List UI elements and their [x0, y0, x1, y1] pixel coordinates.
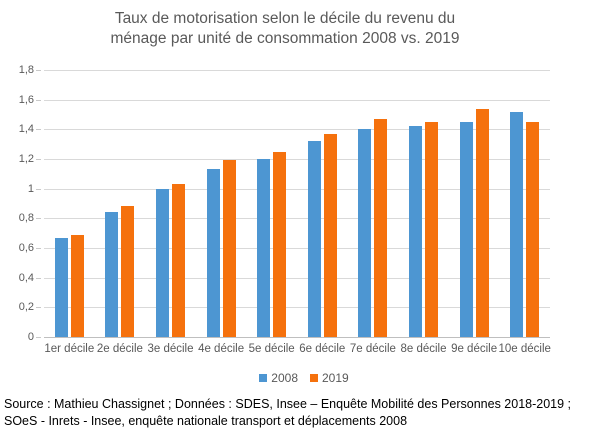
y-axis-tick — [36, 70, 41, 71]
y-axis-label: 0 — [27, 330, 34, 343]
bar-2008 — [409, 126, 422, 337]
bar-2008 — [54, 237, 68, 337]
y-axis-tick — [36, 248, 41, 249]
x-axis-label: 10e décile — [498, 343, 551, 355]
bar-2008 — [206, 169, 220, 337]
bar-2008 — [358, 129, 372, 337]
bar-2008 — [257, 159, 271, 337]
gridline — [44, 159, 550, 160]
gridline — [44, 189, 550, 190]
y-axis-label: 0,2 — [18, 300, 34, 313]
bar-2019 — [222, 160, 236, 337]
bar-2008 — [307, 141, 321, 337]
y-axis-tick — [36, 218, 41, 219]
chart-title: Taux de motorisation selon le décile du … — [0, 9, 570, 48]
bar-2008 — [156, 188, 169, 337]
y-axis-tick — [36, 189, 41, 190]
bar-2019 — [374, 118, 388, 337]
y-axis-label: 1,4 — [18, 122, 34, 135]
y-axis-label: 1,2 — [18, 152, 34, 165]
x-axis-label: 3e décile — [147, 343, 194, 355]
bar-2019 — [526, 121, 540, 337]
y-axis-label: 0,6 — [18, 241, 34, 254]
bar-2019 — [323, 133, 337, 337]
bar-2019 — [70, 234, 84, 337]
gridline — [44, 218, 550, 219]
y-axis-tick — [36, 129, 41, 130]
bar-2019 — [121, 206, 135, 337]
bar-2019 — [425, 121, 438, 337]
gridline — [44, 278, 550, 279]
y-axis-label: 0,4 — [18, 271, 34, 284]
legend-label-2008: 2008 — [271, 371, 298, 385]
gridline — [44, 70, 550, 71]
source-line-2: SOeS - Inrets - Insee, enquête nationale… — [4, 414, 408, 428]
y-axis-tick — [36, 159, 41, 160]
bar-2008 — [459, 121, 473, 337]
plot-area: 1er décile 2e décile 3e décile 4e décile 5e … — [36, 70, 551, 355]
y-axis-tick — [36, 337, 41, 338]
bar-2008 — [510, 111, 524, 337]
y-axis-label: 1,6 — [18, 93, 34, 106]
y-axis-tick — [36, 307, 41, 308]
y-axis-tick — [36, 100, 41, 101]
legend-swatch-2008 — [259, 374, 268, 382]
x-axis-label: 7e décile — [349, 343, 396, 355]
bar-2019 — [172, 184, 185, 337]
chart-legend: 2008 2019 — [0, 371, 608, 385]
y-axis-label: 1,8 — [18, 63, 34, 76]
legend-label-2019: 2019 — [322, 371, 349, 385]
chart-title-line-2: ménage par unité de consommation 2008 vs… — [110, 29, 460, 47]
gridline — [44, 248, 550, 249]
gridline — [44, 100, 550, 101]
bar-2019 — [273, 151, 287, 337]
y-axis: 0 0,2 0,4 0,6 0,8 1 1,2 1,4 1,6 1,8 — [0, 64, 34, 343]
y-axis-tick — [36, 278, 41, 279]
source-line-1: Source : Mathieu Chassignet ; Données : … — [4, 397, 572, 411]
x-axis-label: 1er décile — [44, 343, 95, 355]
x-axis-line — [44, 337, 550, 338]
gridline — [44, 129, 550, 130]
x-axis-label: 6e décile — [299, 343, 346, 355]
bar-2008 — [105, 212, 119, 337]
x-axis-label: 2e décile — [96, 343, 143, 355]
x-axis-label: 9e décile — [451, 343, 498, 355]
y-axis-label: 1 — [27, 182, 34, 195]
x-axis-label: 4e décile — [198, 343, 245, 355]
legend-item-2008: 2008 — [259, 371, 298, 385]
chart-title-line-1: Taux de motorisation selon le décile du … — [114, 10, 456, 27]
x-axis-label: 8e décile — [400, 343, 447, 355]
legend-swatch-2019 — [310, 374, 318, 382]
gridline — [44, 307, 550, 308]
legend-item-2019: 2019 — [310, 371, 349, 385]
bar-2019 — [475, 108, 489, 337]
y-axis-label: 0,8 — [18, 211, 34, 224]
x-axis-label: 5e décile — [248, 343, 295, 355]
source-note: Source : Mathieu Chassignet ; Données : … — [4, 396, 604, 430]
